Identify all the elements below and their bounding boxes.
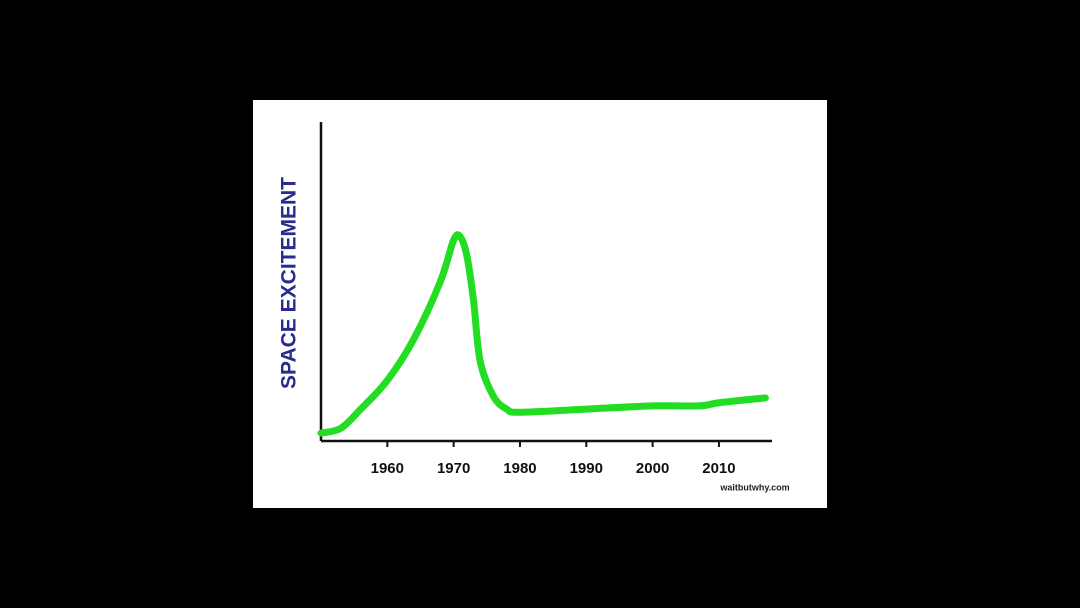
credit: waitbutwhy.com bbox=[719, 482, 789, 492]
panel bbox=[253, 100, 827, 508]
x-tick-label: 1980 bbox=[503, 460, 536, 477]
x-tick-label: 1970 bbox=[437, 460, 470, 477]
line bbox=[317, 231, 769, 437]
x-tick-label: 1960 bbox=[371, 460, 404, 477]
x-tick-label: 1990 bbox=[570, 460, 603, 477]
x-tick-label: 2000 bbox=[636, 460, 669, 477]
y-axis-label: SPACE EXCITEMENT bbox=[278, 177, 301, 389]
x-tick-label: 2010 bbox=[702, 460, 735, 477]
